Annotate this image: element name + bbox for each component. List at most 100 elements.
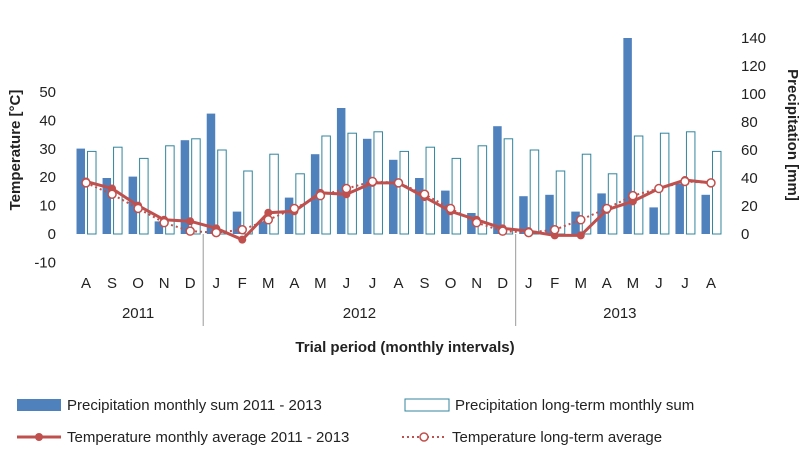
x-tick-label: A bbox=[81, 275, 91, 292]
right-tick-label: 80 bbox=[741, 114, 758, 131]
precip-bar bbox=[519, 196, 528, 234]
left-tick-label: -10 bbox=[34, 254, 56, 271]
right-tick-label: 40 bbox=[741, 170, 758, 187]
precip-longterm-bar bbox=[191, 138, 201, 235]
right-tick-label: 140 bbox=[741, 30, 766, 47]
left-tick-label: 50 bbox=[39, 84, 56, 101]
year-label: 2012 bbox=[343, 305, 376, 322]
temp-longterm-point bbox=[602, 203, 612, 214]
right-tick-label: 0 bbox=[741, 226, 749, 243]
temp-longterm-point bbox=[81, 178, 91, 188]
legend-label-temp-longterm: Temperature long-term average bbox=[452, 429, 662, 446]
legend-label-precip-longterm: Precipitation long-term monthly sum bbox=[455, 397, 694, 414]
temp-longterm-point bbox=[549, 224, 560, 235]
right-tick-label: 20 bbox=[741, 198, 758, 215]
x-tick-label: D bbox=[185, 275, 196, 292]
temp-avg-point bbox=[576, 231, 585, 240]
precip-bar bbox=[389, 159, 398, 234]
temp-avg-point bbox=[238, 235, 247, 244]
precip-longterm-bar bbox=[711, 150, 722, 235]
temp-longterm-point bbox=[471, 217, 482, 228]
temp-longterm-point bbox=[576, 215, 586, 225]
year-labels: 2011 2012 2013 bbox=[122, 234, 637, 326]
precip-bar bbox=[467, 213, 476, 234]
precip-bar bbox=[76, 148, 86, 234]
temp-avg-point bbox=[264, 208, 273, 217]
precip-bar bbox=[441, 190, 450, 234]
x-tick-label: J bbox=[212, 275, 220, 292]
precip-longterm-bar bbox=[607, 173, 618, 235]
temp-longterm-point bbox=[628, 190, 638, 201]
right-tick-label: 60 bbox=[741, 142, 758, 159]
precip-bar bbox=[415, 178, 424, 234]
x-tick-label: J bbox=[343, 275, 351, 292]
year-label: 2011 bbox=[122, 305, 154, 322]
precip-bar bbox=[310, 154, 320, 234]
temp-longterm-point bbox=[706, 178, 716, 188]
left-tick-label: 40 bbox=[39, 112, 56, 129]
legend-label-precip-sum: Precipitation monthly sum 2011 - 2013 bbox=[67, 397, 322, 414]
x-tick-label: O bbox=[132, 275, 144, 292]
x-tick-label: J bbox=[655, 275, 663, 292]
precip-longterm-bar bbox=[451, 157, 462, 235]
x-tick-label: D bbox=[497, 275, 508, 292]
precip-bar bbox=[336, 108, 346, 234]
precip-longterm-bar bbox=[633, 135, 644, 235]
temp-longterm-point bbox=[263, 215, 274, 225]
temp-longterm-point bbox=[289, 203, 300, 214]
temp-longterm-point bbox=[367, 176, 378, 187]
x-tick-label: M bbox=[575, 275, 588, 292]
temp-longterm-point bbox=[237, 224, 248, 235]
x-axis-title: Trial period (monthly intervals) bbox=[295, 339, 514, 356]
x-tick-label: A bbox=[289, 275, 299, 292]
temp-longterm-point bbox=[185, 226, 195, 236]
x-tick-label: S bbox=[420, 275, 430, 292]
precip-longterm-bar bbox=[139, 157, 149, 235]
temp-longterm-point bbox=[315, 190, 326, 201]
x-tick-label: J bbox=[369, 275, 377, 292]
right-tick-label: 120 bbox=[741, 58, 766, 75]
precip-bar bbox=[284, 197, 294, 234]
precip-bar bbox=[571, 211, 580, 234]
right-tick-label: 100 bbox=[741, 86, 766, 103]
x-tick-label: N bbox=[471, 275, 482, 292]
temp-longterm-point bbox=[107, 189, 117, 199]
left-tick-label: 30 bbox=[39, 141, 56, 158]
precip-bar bbox=[623, 38, 632, 234]
temp-longterm-point bbox=[393, 178, 404, 188]
temp-longterm-point bbox=[133, 203, 143, 214]
x-tick-label: A bbox=[602, 275, 612, 292]
legend-label-temp-avg: Temperature monthly average 2011 - 2013 bbox=[67, 429, 349, 446]
precip-longterm-bar bbox=[529, 149, 540, 235]
temp-longterm-point bbox=[445, 203, 456, 214]
precip-bar bbox=[154, 221, 164, 234]
temp-longterm-point bbox=[211, 227, 221, 238]
x-tick-label: A bbox=[706, 275, 716, 292]
left-tick-label: 0 bbox=[48, 226, 56, 243]
x-tick-label: F bbox=[550, 275, 559, 292]
legend-swatch-precip-longterm bbox=[404, 398, 450, 412]
x-tick-label: J bbox=[681, 275, 689, 292]
legend-swatch-precip-sum bbox=[17, 399, 61, 411]
left-axis-ticks: -10 0 10 20 30 40 50 bbox=[34, 84, 56, 271]
right-axis-ticks: 0 20 40 60 80 100 120 140 bbox=[741, 30, 766, 243]
precip-bar bbox=[649, 207, 658, 234]
temp-longterm-point bbox=[497, 226, 508, 236]
precip-bar bbox=[102, 178, 112, 234]
temp-longterm-point bbox=[654, 183, 664, 194]
x-tick-label: N bbox=[159, 275, 170, 292]
precip-longterm-bar bbox=[217, 149, 227, 235]
precip-bar bbox=[258, 221, 268, 234]
x-tick-label: J bbox=[525, 275, 533, 292]
left-tick-label: 20 bbox=[39, 169, 56, 186]
x-tick-label: A bbox=[393, 275, 403, 292]
precip-bar bbox=[701, 194, 710, 234]
x-tick-label: S bbox=[107, 275, 117, 292]
precip-longterm-bar bbox=[659, 132, 670, 235]
precip-longterm-bar bbox=[477, 145, 488, 235]
temp-longterm-point bbox=[680, 176, 690, 187]
temp-longterm-point bbox=[419, 189, 430, 199]
precip-bar bbox=[180, 140, 190, 234]
